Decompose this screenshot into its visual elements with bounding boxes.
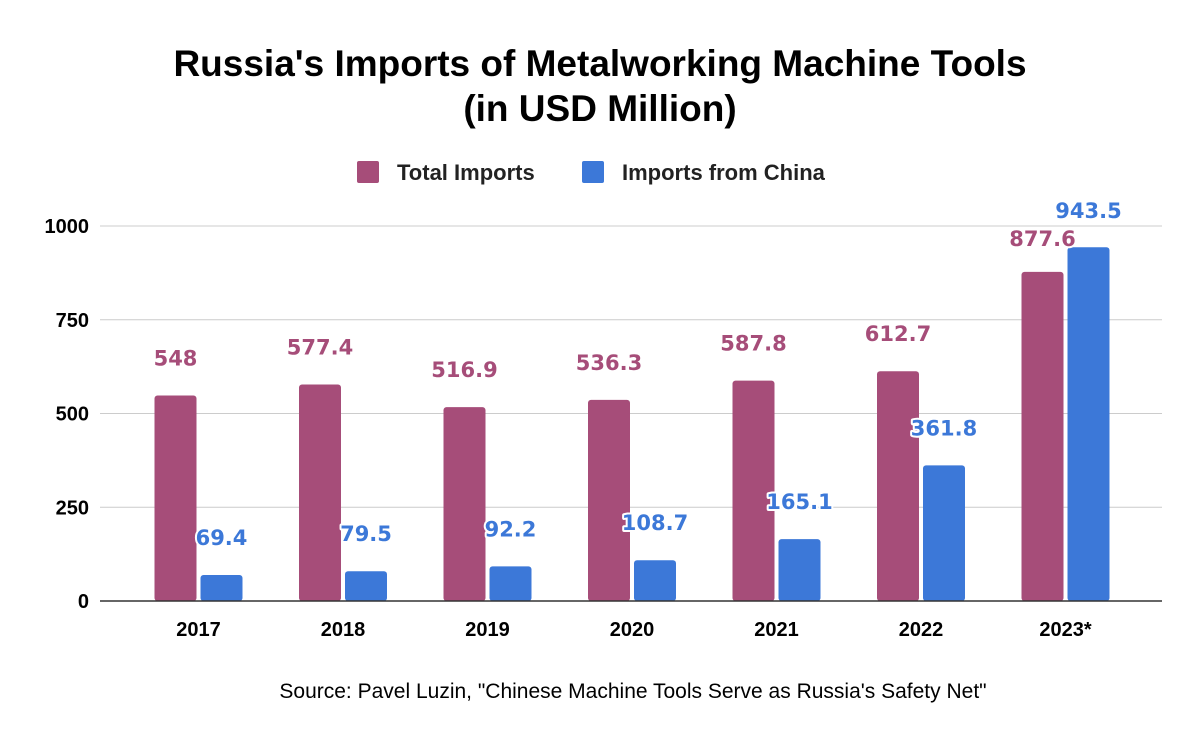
x-axis-ticks: 2017 2018 2019 2020 2021 2022 2023* xyxy=(176,619,1092,641)
data-label-imports-from-china: 69.4 xyxy=(196,526,248,550)
data-label-imports-from-china: 361.8 xyxy=(911,416,977,440)
bar-total-imports-2017 xyxy=(154,395,197,601)
chart-title-line-1: Russia's Imports of Metalworking Machine… xyxy=(173,43,1026,84)
legend-swatch-imports-from-china xyxy=(582,161,604,183)
data-label-imports-from-china: 165.1 xyxy=(766,490,832,514)
y-tick-label: 750 xyxy=(56,310,89,332)
bar-imports-from-china-2022 xyxy=(923,465,965,601)
legend-swatch-total-imports xyxy=(357,161,379,183)
data-label-imports-from-china: 108.7 xyxy=(622,511,688,535)
bars xyxy=(154,247,1110,601)
y-tick-label: 1000 xyxy=(45,216,90,238)
source-note: Source: Pavel Luzin, "Chinese Machine To… xyxy=(279,680,986,703)
bar-imports-from-china-2018 xyxy=(345,571,387,601)
data-label-imports-from-china: 943.5 xyxy=(1055,199,1121,223)
bar-total-imports-2023 xyxy=(1021,271,1064,601)
data-label-total-imports: 877.6 xyxy=(1009,227,1075,251)
legend: Total Imports Imports from China xyxy=(357,160,826,185)
data-labels: 548 69.4 577.4 79.5 516.9 92.2 536.3 108.7 587.8… xyxy=(152,197,1124,552)
bar-total-imports-2018 xyxy=(299,384,341,601)
legend-label-imports-from-china: Imports from China xyxy=(622,160,826,185)
legend-label-total-imports: Total Imports xyxy=(397,160,535,185)
y-axis-ticks: 0 250 500 750 1000 xyxy=(45,216,90,613)
gridlines xyxy=(100,225,1162,508)
bar-total-imports-2022 xyxy=(877,371,919,601)
bar-imports-from-china-2021 xyxy=(778,539,821,601)
bar-imports-from-china-2019 xyxy=(489,566,532,601)
data-label-total-imports: 548 xyxy=(154,347,198,371)
y-tick-label: 0 xyxy=(78,591,89,613)
x-tick-label: 2023* xyxy=(1039,619,1091,641)
data-label-imports-from-china: 92.2 xyxy=(485,517,537,541)
bar-total-imports-2020 xyxy=(588,399,630,601)
x-tick-label: 2018 xyxy=(321,619,366,641)
data-label-total-imports: 612.7 xyxy=(865,322,931,346)
x-tick-label: 2022 xyxy=(899,619,944,641)
bar-imports-from-china-2017 xyxy=(200,574,243,601)
data-label-imports-from-china: 79.5 xyxy=(340,522,392,546)
x-tick-label: 2019 xyxy=(465,619,510,641)
y-tick-label: 250 xyxy=(56,497,89,519)
data-label-total-imports: 577.4 xyxy=(287,335,353,359)
bar-imports-from-china-2023 xyxy=(1067,247,1110,601)
x-tick-label: 2017 xyxy=(176,619,221,641)
data-label-total-imports: 536.3 xyxy=(576,351,642,375)
data-label-total-imports: 516.9 xyxy=(431,358,497,382)
x-tick-label: 2020 xyxy=(610,619,655,641)
x-tick-label: 2021 xyxy=(754,619,799,641)
y-tick-label: 500 xyxy=(56,404,89,426)
bar-imports-from-china-2020 xyxy=(634,560,676,601)
data-label-total-imports: 587.8 xyxy=(720,332,786,356)
bar-total-imports-2021 xyxy=(732,380,775,601)
bar-total-imports-2019 xyxy=(443,407,486,601)
chart-title-line-2: (in USD Million) xyxy=(463,88,736,129)
